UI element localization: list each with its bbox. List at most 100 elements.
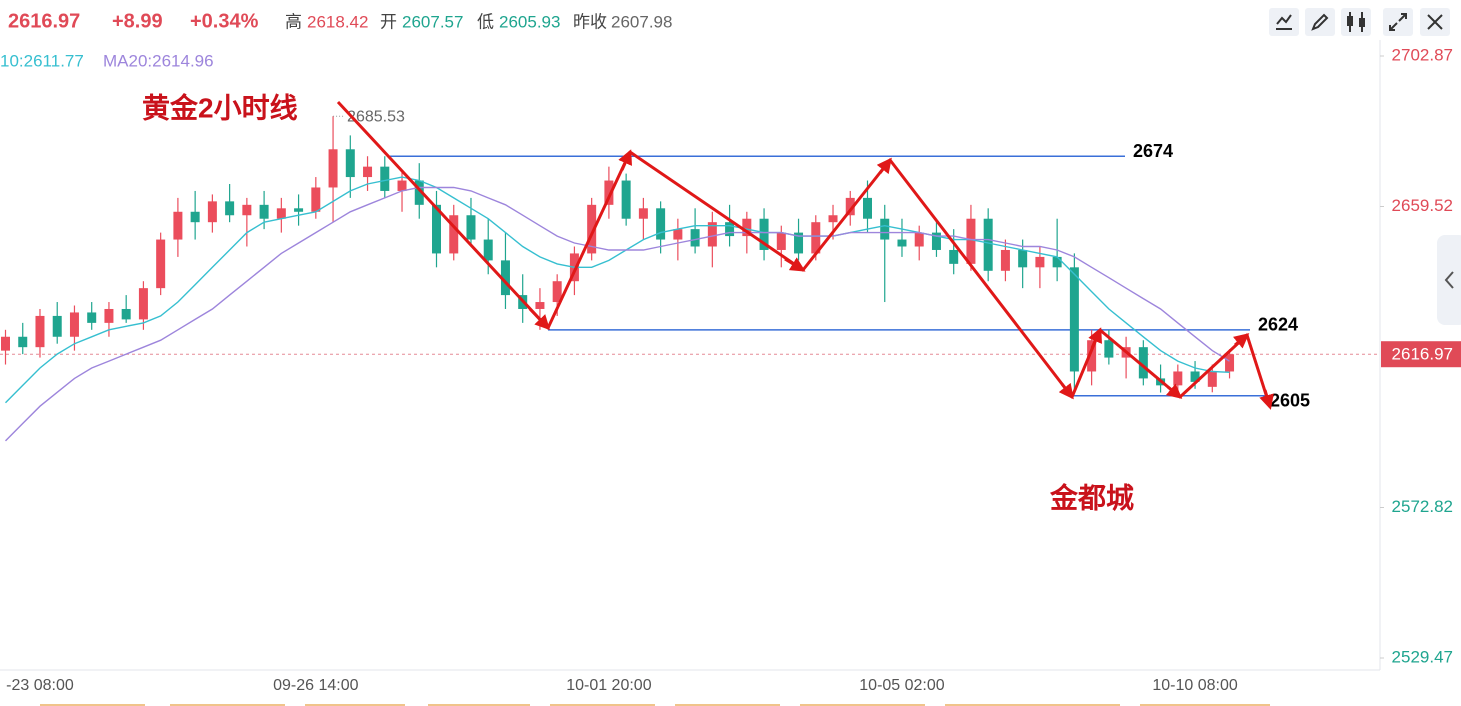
candle-body bbox=[414, 180, 424, 205]
candle-body bbox=[707, 222, 717, 247]
level-label: 2674 bbox=[1133, 141, 1173, 161]
plot-area: 2529.47 2572.82 2659.52 2702.87 -23 08:00 09-… bbox=[0, 45, 1461, 694]
candle-body bbox=[535, 302, 545, 309]
candle-body bbox=[1173, 371, 1183, 386]
candle-body bbox=[1190, 371, 1200, 382]
candle-body bbox=[18, 336, 28, 348]
candle-body bbox=[500, 260, 510, 296]
candle-body bbox=[776, 232, 786, 250]
candle-body bbox=[931, 232, 941, 250]
y-tick-label: 2659.52 bbox=[1392, 196, 1453, 215]
prev: 2607.98 bbox=[611, 12, 672, 31]
last-price-tag bbox=[1381, 341, 1461, 368]
candle-body bbox=[949, 249, 959, 264]
candle-body bbox=[1035, 256, 1045, 268]
candle-body bbox=[914, 232, 924, 247]
open-label: 开 bbox=[380, 12, 397, 31]
candle-body bbox=[811, 222, 821, 254]
tool-button[interactable] bbox=[1420, 8, 1450, 36]
candle-body bbox=[1000, 249, 1010, 271]
candle-body bbox=[828, 215, 838, 223]
candle-body bbox=[225, 201, 235, 216]
prev-label: 昨收 bbox=[573, 12, 607, 31]
x-tick-label: -23 08:00 bbox=[6, 677, 74, 694]
legend-entry: 10:2611.77 bbox=[0, 51, 84, 70]
candle-body bbox=[794, 232, 804, 254]
candle-body bbox=[1225, 354, 1235, 372]
candle-body bbox=[35, 315, 45, 348]
candle-body bbox=[397, 180, 407, 191]
candle-body bbox=[1, 336, 10, 351]
candle-body bbox=[1087, 340, 1097, 372]
tool-button[interactable] bbox=[1341, 8, 1371, 36]
candle-body bbox=[604, 180, 614, 205]
candle-body bbox=[690, 229, 700, 247]
toolbar bbox=[1269, 8, 1450, 36]
candle-body bbox=[466, 215, 476, 240]
candle-body bbox=[345, 149, 355, 178]
y-tick-label: 2529.47 bbox=[1392, 647, 1453, 666]
price: 2616.97 bbox=[8, 10, 80, 32]
side-tab[interactable] bbox=[1437, 235, 1461, 325]
candle-body bbox=[121, 308, 131, 320]
tool-button[interactable] bbox=[1383, 8, 1413, 36]
candle-body bbox=[1207, 371, 1217, 387]
open: 2607.57 bbox=[402, 12, 463, 31]
candle-body bbox=[1104, 340, 1114, 358]
candle-body bbox=[587, 204, 597, 254]
candle-body bbox=[190, 211, 200, 223]
tool-button[interactable] bbox=[1269, 8, 1299, 36]
change: +8.99 bbox=[112, 10, 163, 32]
low: 2605.93 bbox=[499, 12, 560, 31]
candle-body bbox=[294, 208, 304, 212]
chart-title: 黄金2小时线 bbox=[142, 91, 298, 123]
candle-body bbox=[638, 208, 648, 219]
candle-body bbox=[207, 201, 217, 223]
y-tick-label: 2572.82 bbox=[1392, 497, 1453, 516]
arrowheads bbox=[528, 149, 1274, 410]
candle-body bbox=[259, 204, 269, 219]
x-tick-label: 10-10 08:00 bbox=[1152, 677, 1238, 694]
high: 2618.42 bbox=[307, 12, 368, 31]
high-label: 高 bbox=[285, 12, 302, 31]
candle-body bbox=[863, 197, 872, 219]
candle-body bbox=[983, 218, 993, 271]
candle-body bbox=[363, 166, 373, 178]
candle-body bbox=[1138, 347, 1148, 379]
watermark: 金都城 bbox=[1049, 481, 1134, 513]
candle-body bbox=[87, 312, 97, 323]
candle-body bbox=[328, 149, 338, 188]
candle-body bbox=[380, 166, 390, 191]
x-tick-label: 10-05 02:00 bbox=[859, 677, 945, 694]
legend-entry: MA20:2614.96 bbox=[103, 51, 214, 70]
candle-body bbox=[845, 197, 855, 216]
candle-body bbox=[897, 239, 907, 247]
candle-body bbox=[656, 208, 666, 240]
ma-line bbox=[5, 186, 1230, 442]
candle-body bbox=[311, 187, 321, 212]
level-label: 2605 bbox=[1270, 391, 1310, 411]
candle-body bbox=[742, 218, 752, 237]
candle-body bbox=[1018, 249, 1028, 268]
low-label: 低 bbox=[477, 12, 494, 31]
candle-body bbox=[725, 222, 735, 237]
candle-body bbox=[759, 218, 769, 250]
x-tick-label: 10-01 20:00 bbox=[566, 677, 652, 694]
last-price-label: 2616.97 bbox=[1392, 345, 1453, 364]
max-label: 2685.53 bbox=[347, 108, 405, 125]
ma-line bbox=[5, 176, 1230, 404]
candle-body bbox=[156, 239, 166, 289]
candle-body bbox=[1052, 256, 1062, 268]
candle-body bbox=[449, 215, 459, 254]
candle-body bbox=[1069, 267, 1079, 372]
candle-body bbox=[432, 204, 441, 254]
trend-zigzag bbox=[336, 100, 1272, 408]
candle-body bbox=[242, 204, 252, 216]
tool-button[interactable] bbox=[1305, 8, 1335, 36]
candle-body bbox=[276, 208, 286, 219]
x-tick-label: 09-26 14:00 bbox=[273, 677, 359, 694]
candle-body bbox=[52, 315, 62, 337]
candle-body bbox=[483, 239, 493, 261]
